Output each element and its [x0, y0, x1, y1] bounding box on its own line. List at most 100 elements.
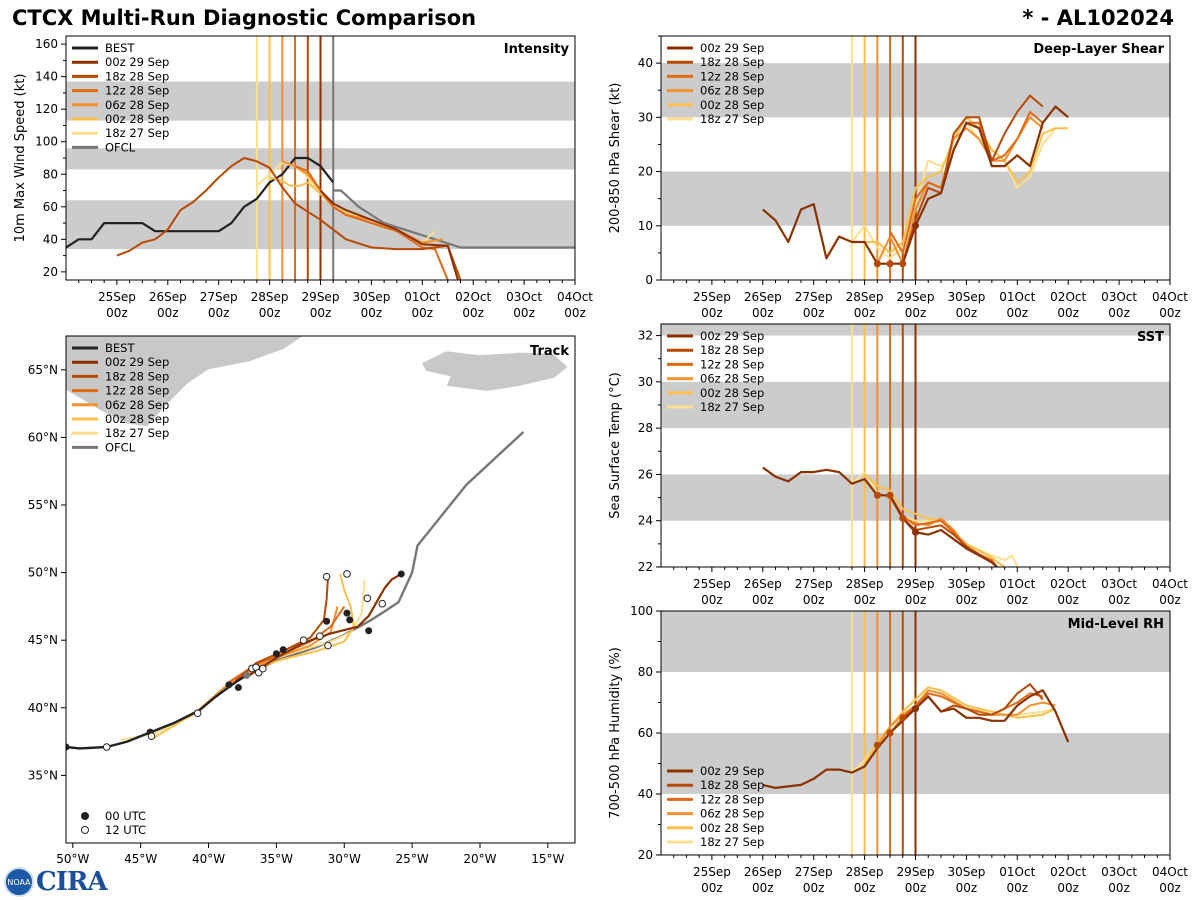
- y-tick-label: 0: [645, 273, 653, 287]
- init-point-marker: [873, 741, 881, 749]
- y-tick-label: 45°N: [28, 633, 58, 647]
- y-tick-label: 28: [638, 421, 653, 435]
- x-tick-label-hour: 00z: [803, 881, 825, 895]
- init-point-marker: [886, 260, 894, 268]
- series-line: [851, 471, 1019, 567]
- y-tick-label: 24: [638, 514, 653, 528]
- x-tick-label-date: 30Sep: [947, 577, 985, 591]
- legend-label: 18z 28 Sep: [105, 369, 169, 383]
- track-point-00utc: [272, 650, 280, 658]
- track-point-12utc: [147, 732, 156, 740]
- legend-label: 12z 28 Sep: [105, 84, 169, 98]
- plot-area: [661, 324, 1170, 567]
- track-line: [245, 431, 525, 677]
- marker-legend-label: 00 UTC: [105, 809, 146, 823]
- track-line: [153, 573, 355, 739]
- series-line: [116, 157, 462, 280]
- track-point-00utc: [279, 646, 287, 654]
- x-tick-label-hour: 00z: [1108, 881, 1130, 895]
- plot-area: [661, 36, 1170, 280]
- panel-title: SST: [1137, 330, 1164, 345]
- track-point-00utc: [323, 617, 331, 625]
- y-axis-label: Sea Surface Temp (°C): [608, 372, 623, 519]
- legend-label: 18z 28 Sep: [700, 55, 764, 69]
- y-tick-label: 30: [638, 375, 653, 389]
- logo: NOAA CIRA: [4, 866, 108, 898]
- legend-label: 00z 28 Sep: [105, 112, 169, 126]
- x-tick-label-date: 01Oct: [404, 290, 440, 304]
- x-tick-label-hour: 00z: [854, 593, 876, 607]
- init-point-marker: [899, 714, 907, 722]
- track-point-00utc: [66, 743, 70, 751]
- track-point-12utc: [363, 594, 372, 603]
- y-tick-label: 20: [638, 848, 653, 862]
- y-tick-label: 120: [35, 102, 58, 116]
- x-tick-label-hour: 00z: [803, 306, 825, 320]
- legend-label: BEST: [105, 341, 135, 355]
- init-point-marker: [912, 705, 919, 713]
- y-tick-label: 35°N: [28, 768, 58, 782]
- init-point-marker: [873, 491, 881, 499]
- y-tick-label: 65°N: [28, 363, 58, 377]
- init-point-marker: [899, 260, 907, 268]
- x-tick-label-date: 01Oct: [999, 290, 1035, 304]
- marker-legend-label: 12 UTC: [105, 823, 146, 837]
- marker-legend-symbol: [81, 826, 89, 834]
- x-tick-label-hour: 00z: [701, 593, 723, 607]
- x-tick-label-date: 02Oct: [1050, 865, 1086, 879]
- x-tick-label-hour: 00z: [1159, 306, 1181, 320]
- track-point-00utc: [346, 616, 354, 624]
- x-tick-label: 25°W: [396, 852, 429, 866]
- x-tick-label-hour: 00z: [905, 306, 927, 320]
- track-point-00utc: [365, 627, 373, 635]
- map-area: [66, 336, 569, 751]
- x-tick-label-hour: 00z: [1057, 306, 1079, 320]
- y-tick-label: 80: [638, 665, 653, 679]
- series-line: [66, 156, 335, 249]
- ofcl-start-point: [243, 671, 251, 679]
- x-tick-label-date: 03Oct: [1101, 290, 1137, 304]
- x-tick-label-hour: 00z: [854, 306, 876, 320]
- x-tick-label-date: 29Sep: [897, 865, 935, 879]
- legend-label: 18z 28 Sep: [700, 343, 764, 357]
- land-iceland: [421, 350, 569, 392]
- x-tick-label-hour: 00z: [412, 306, 434, 320]
- legend-label: OFCL: [105, 440, 136, 454]
- x-tick-label-hour: 00z: [259, 306, 281, 320]
- legend-label: 18z 27 Sep: [700, 400, 764, 414]
- x-tick-label-hour: 00z: [1057, 593, 1079, 607]
- x-tick-label-hour: 00z: [1159, 881, 1181, 895]
- panel-shear: 0 10 20 30 40 25Sep 00z 26Sep 00z 27Sep 00z 28Sep 00…: [608, 35, 1188, 320]
- x-tick-label-date: 03Oct: [1101, 577, 1137, 591]
- x-tick-label-hour: 00z: [752, 306, 774, 320]
- x-tick-label-date: 26Sep: [149, 290, 187, 304]
- x-tick-label-hour: 00z: [752, 881, 774, 895]
- y-tick-label: 50°N: [28, 566, 58, 580]
- legend-label: 06z 28 Sep: [700, 84, 764, 98]
- panel-title: Mid-Level RH: [1068, 617, 1164, 632]
- legend-label: 00z 29 Sep: [700, 764, 764, 778]
- y-tick-label: 100: [35, 135, 58, 149]
- y-axis-label: 200-850 hPa Shear (kt): [608, 83, 623, 234]
- track-line: [66, 674, 248, 750]
- track-point-12utc: [378, 599, 387, 608]
- y-tick-label: 40°N: [28, 701, 58, 715]
- y-tick-label: 100: [630, 604, 653, 618]
- legend-label: 12z 28 Sep: [105, 384, 169, 398]
- x-tick-label-date: 28Sep: [846, 290, 884, 304]
- track-point-00utc: [234, 684, 242, 692]
- y-axis-label: 700-500 hPa Humidity (%): [608, 647, 623, 819]
- x-tick-label-date: 29Sep: [302, 290, 340, 304]
- x-tick-label-hour: 00z: [1007, 306, 1029, 320]
- x-tick-label-date: 25Sep: [693, 577, 731, 591]
- x-tick-label: 30°W: [328, 852, 361, 866]
- legend-label: 06z 28 Sep: [700, 807, 764, 821]
- x-tick-label-date: 28Sep: [251, 290, 289, 304]
- legend-label: 00z 28 Sep: [700, 386, 764, 400]
- track-line: [248, 573, 402, 677]
- x-tick-label-hour: 00z: [513, 306, 535, 320]
- x-tick-label: 35°W: [260, 852, 293, 866]
- legend-label: 18z 28 Sep: [700, 778, 764, 792]
